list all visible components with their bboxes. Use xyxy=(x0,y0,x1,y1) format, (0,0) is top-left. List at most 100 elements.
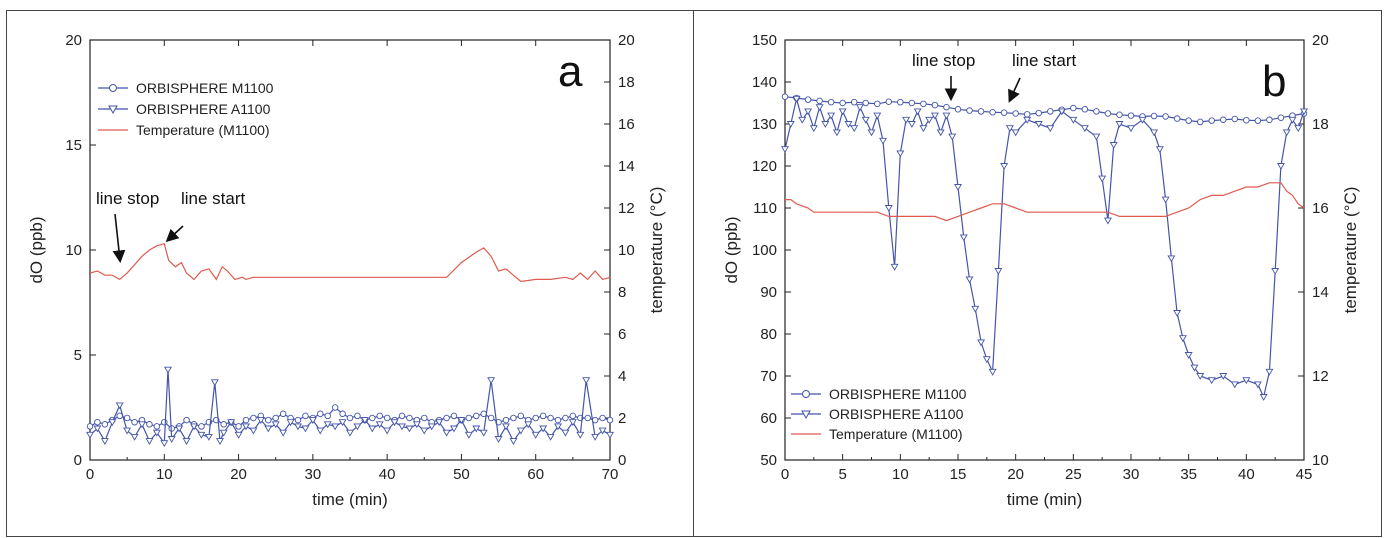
data-point-a1100 xyxy=(1178,335,1187,343)
data-point-a1100 xyxy=(457,417,466,424)
y-tick-label: 120 xyxy=(752,158,777,175)
data-point-a1100 xyxy=(965,276,974,284)
data-point-a1100 xyxy=(1196,373,1205,380)
annotation-text: line stop xyxy=(912,51,975,70)
chart-panel-b: 0 5 10 15 20 25 30 35 40 45 50 60 70 80 90 100 110 120 130… xyxy=(722,32,1360,509)
data-point-m1100 xyxy=(816,97,823,105)
data-point-a1100 xyxy=(994,268,1003,275)
data-point-a1100 xyxy=(405,425,414,433)
data-point-a1100 xyxy=(1080,125,1089,133)
data-point-a1100 xyxy=(316,427,325,435)
data-point-a1100 xyxy=(1167,255,1176,263)
data-point-m1100 xyxy=(1093,108,1100,115)
data-point-a1100 xyxy=(1300,108,1308,116)
y2-tick-label: 20 xyxy=(618,32,635,49)
data-point-m1100 xyxy=(862,99,869,107)
data-point-m1100 xyxy=(502,416,510,424)
data-point-m1100 xyxy=(220,421,227,428)
data-point-m1100 xyxy=(242,416,250,424)
data-point-a1100 xyxy=(971,305,980,313)
data-point-m1100 xyxy=(146,421,153,428)
y-tick-label: 130 xyxy=(752,116,777,133)
data-point-a1100 xyxy=(219,429,228,437)
data-point-m1100 xyxy=(1220,116,1227,124)
y-tick-label: 60 xyxy=(760,410,777,427)
y2-tick-label: 18 xyxy=(1312,116,1329,133)
data-point-a1100 xyxy=(879,137,888,145)
y2-tick-label: 16 xyxy=(1312,200,1329,217)
data-point-m1100 xyxy=(1127,112,1135,119)
data-point-a1100 xyxy=(524,421,533,429)
x-tick-label: 5 xyxy=(838,466,846,483)
data-point-m1100 xyxy=(1035,109,1042,117)
data-point-a1100 xyxy=(1011,129,1020,137)
data-point-a1100 xyxy=(554,423,562,431)
data-point-a1100 xyxy=(1103,217,1112,225)
data-point-m1100 xyxy=(1070,104,1077,112)
data-point-a1100 xyxy=(982,356,991,364)
series-line-temperature-m1100- xyxy=(785,182,1305,222)
data-point-a1100 xyxy=(286,419,295,427)
y-tick-label: 100 xyxy=(752,242,777,259)
x-tick-label: 20 xyxy=(230,466,247,483)
data-point-m1100 xyxy=(539,412,547,420)
data-point-a1100 xyxy=(375,421,384,429)
data-point-m1100 xyxy=(250,414,257,422)
data-point-a1100 xyxy=(234,431,243,439)
data-point-a1100 xyxy=(1282,129,1291,137)
data-point-m1100 xyxy=(1047,108,1054,115)
data-point-a1100 xyxy=(798,116,807,124)
data-point-a1100 xyxy=(873,112,882,120)
y-tick-label: 0 xyxy=(74,452,82,469)
x-tick-label: 15 xyxy=(950,466,967,483)
series-line-temperature-m1100- xyxy=(89,242,611,283)
data-point-a1100 xyxy=(115,402,124,410)
data-point-a1100 xyxy=(1242,377,1251,385)
data-point-a1100 xyxy=(1092,133,1101,141)
data-point-m1100 xyxy=(123,414,131,422)
y2-tick-label: 6 xyxy=(618,326,626,343)
x-tick-label: 30 xyxy=(305,466,322,483)
data-point-a1100 xyxy=(249,427,258,435)
data-point-m1100 xyxy=(954,106,962,113)
data-point-m1100 xyxy=(977,108,985,115)
data-point-m1100 xyxy=(839,99,846,107)
x-tick-label: 0 xyxy=(86,466,94,483)
data-point-a1100 xyxy=(368,425,377,433)
data-point-a1100 xyxy=(93,425,102,433)
legend-swatch-marker xyxy=(802,390,810,398)
data-point-m1100 xyxy=(279,410,287,418)
y2-tick-label: 4 xyxy=(618,368,626,385)
data-point-a1100 xyxy=(338,419,347,427)
data-point-a1100 xyxy=(487,377,496,385)
data-point-a1100 xyxy=(1294,125,1303,133)
data-point-a1100 xyxy=(576,431,585,439)
data-point-a1100 xyxy=(353,423,362,431)
data-point-m1100 xyxy=(569,412,577,420)
data-point-m1100 xyxy=(897,98,904,106)
data-point-m1100 xyxy=(827,98,835,106)
y2-tick-label: 14 xyxy=(1312,284,1329,301)
data-point-a1100 xyxy=(1173,310,1182,317)
data-point-a1100 xyxy=(850,125,859,133)
annotation-arrow xyxy=(165,225,184,243)
data-point-a1100 xyxy=(86,431,94,439)
data-point-a1100 xyxy=(427,423,436,431)
data-point-m1100 xyxy=(473,412,480,420)
data-point-a1100 xyxy=(279,429,288,437)
y-tick-label: 140 xyxy=(752,74,777,91)
data-point-m1100 xyxy=(1231,115,1239,123)
data-point-a1100 xyxy=(502,423,510,431)
y2-tick-label: 8 xyxy=(618,284,626,301)
data-point-a1100 xyxy=(844,121,853,128)
data-point-a1100 xyxy=(867,129,876,137)
legend-entry: Temperature (M1100) xyxy=(136,122,270,138)
x-axis-title: time (min) xyxy=(312,490,388,509)
data-point-a1100 xyxy=(175,425,184,433)
data-point-m1100 xyxy=(781,93,789,100)
data-point-a1100 xyxy=(331,423,340,431)
x-tick-label: 10 xyxy=(156,466,173,483)
data-point-m1100 xyxy=(465,414,473,422)
y-axis-title: dO (ppb) xyxy=(722,216,741,283)
x-tick-label: 70 xyxy=(602,466,619,483)
